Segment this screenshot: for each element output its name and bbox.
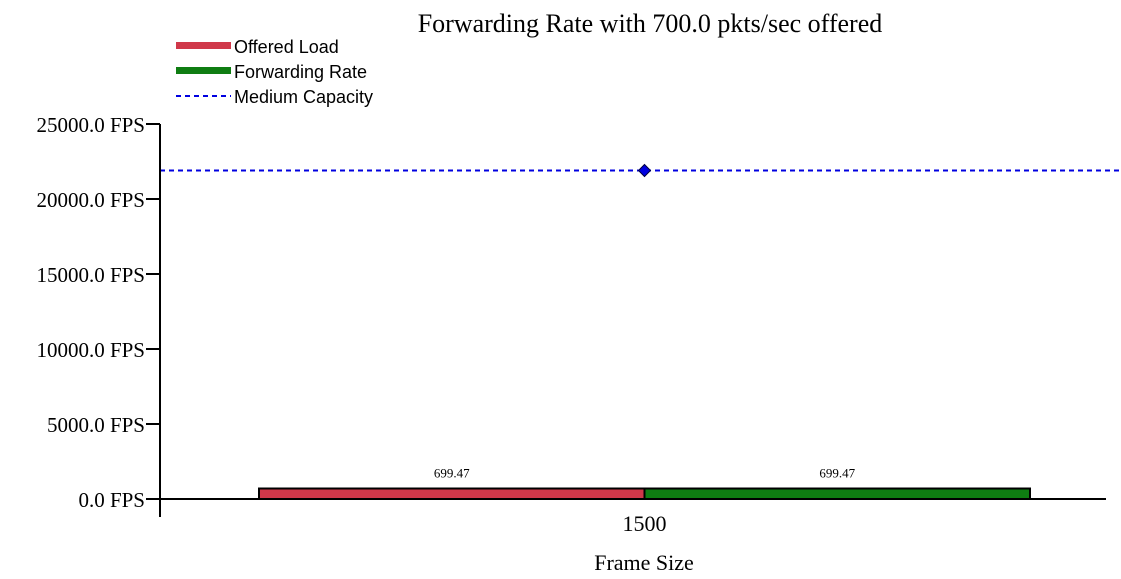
- chart-title: Forwarding Rate with 700.0 pkts/sec offe…: [418, 9, 883, 38]
- plot-area: 699.47 699.47: [160, 163, 1120, 501]
- data-label-offered-load-0: 699.47: [434, 466, 470, 481]
- data-label-forwarding-rate-0: 699.47: [819, 466, 855, 481]
- legend-label-0: Offered Load: [234, 37, 339, 57]
- legend: Offered Load Forwarding Rate Medium Capaci…: [176, 37, 373, 107]
- y-tick-label-0: 0.0 FPS: [78, 488, 145, 512]
- bar-forwarding-rate-0: [643, 487, 1031, 501]
- y-axis: 0.0 FPS 5000.0 FPS 10000.0 FPS 15000.0 FPS 2…: [36, 113, 161, 517]
- y-tick-label-5: 25000.0 FPS: [36, 113, 145, 137]
- y-tick-label-1: 5000.0 FPS: [47, 413, 145, 437]
- legend-label-reference-0: Medium Capacity: [234, 87, 373, 107]
- x-axis-label: Frame Size: [594, 550, 694, 575]
- legend-swatch-0: [176, 42, 231, 49]
- x-axis: 1500: [160, 498, 1106, 536]
- legend-swatch-1: [176, 67, 231, 74]
- y-tick-label-4: 20000.0 FPS: [36, 188, 145, 212]
- bar-offered-load-0: [258, 487, 646, 501]
- reference-marker-diamond: [637, 163, 652, 178]
- legend-label-1: Forwarding Rate: [234, 62, 367, 82]
- y-tick-label-2: 10000.0 FPS: [36, 338, 145, 362]
- x-tick-label-0: 1500: [623, 511, 667, 536]
- y-tick-label-3: 15000.0 FPS: [36, 263, 145, 287]
